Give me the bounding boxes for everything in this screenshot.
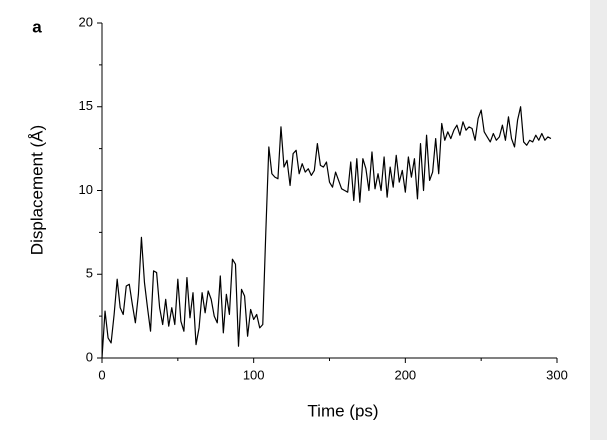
y-tick-label: 15 — [79, 98, 93, 113]
y-tick-label: 5 — [86, 266, 93, 281]
x-axis-label: Time (ps) — [307, 401, 378, 420]
x-tick-label: 0 — [98, 367, 105, 382]
y-tick-label: 0 — [86, 349, 93, 364]
y-axis-label: Displacement (Å) — [27, 125, 46, 255]
y-tick-label: 10 — [79, 182, 93, 197]
data-line — [101, 106, 552, 359]
x-tick-label: 100 — [243, 367, 265, 382]
x-tick-label: 200 — [394, 367, 416, 382]
x-tick-label: 300 — [546, 367, 568, 382]
panel-label: a — [32, 17, 42, 36]
y-tick-label: 20 — [79, 14, 93, 29]
side-strip — [590, 0, 607, 440]
